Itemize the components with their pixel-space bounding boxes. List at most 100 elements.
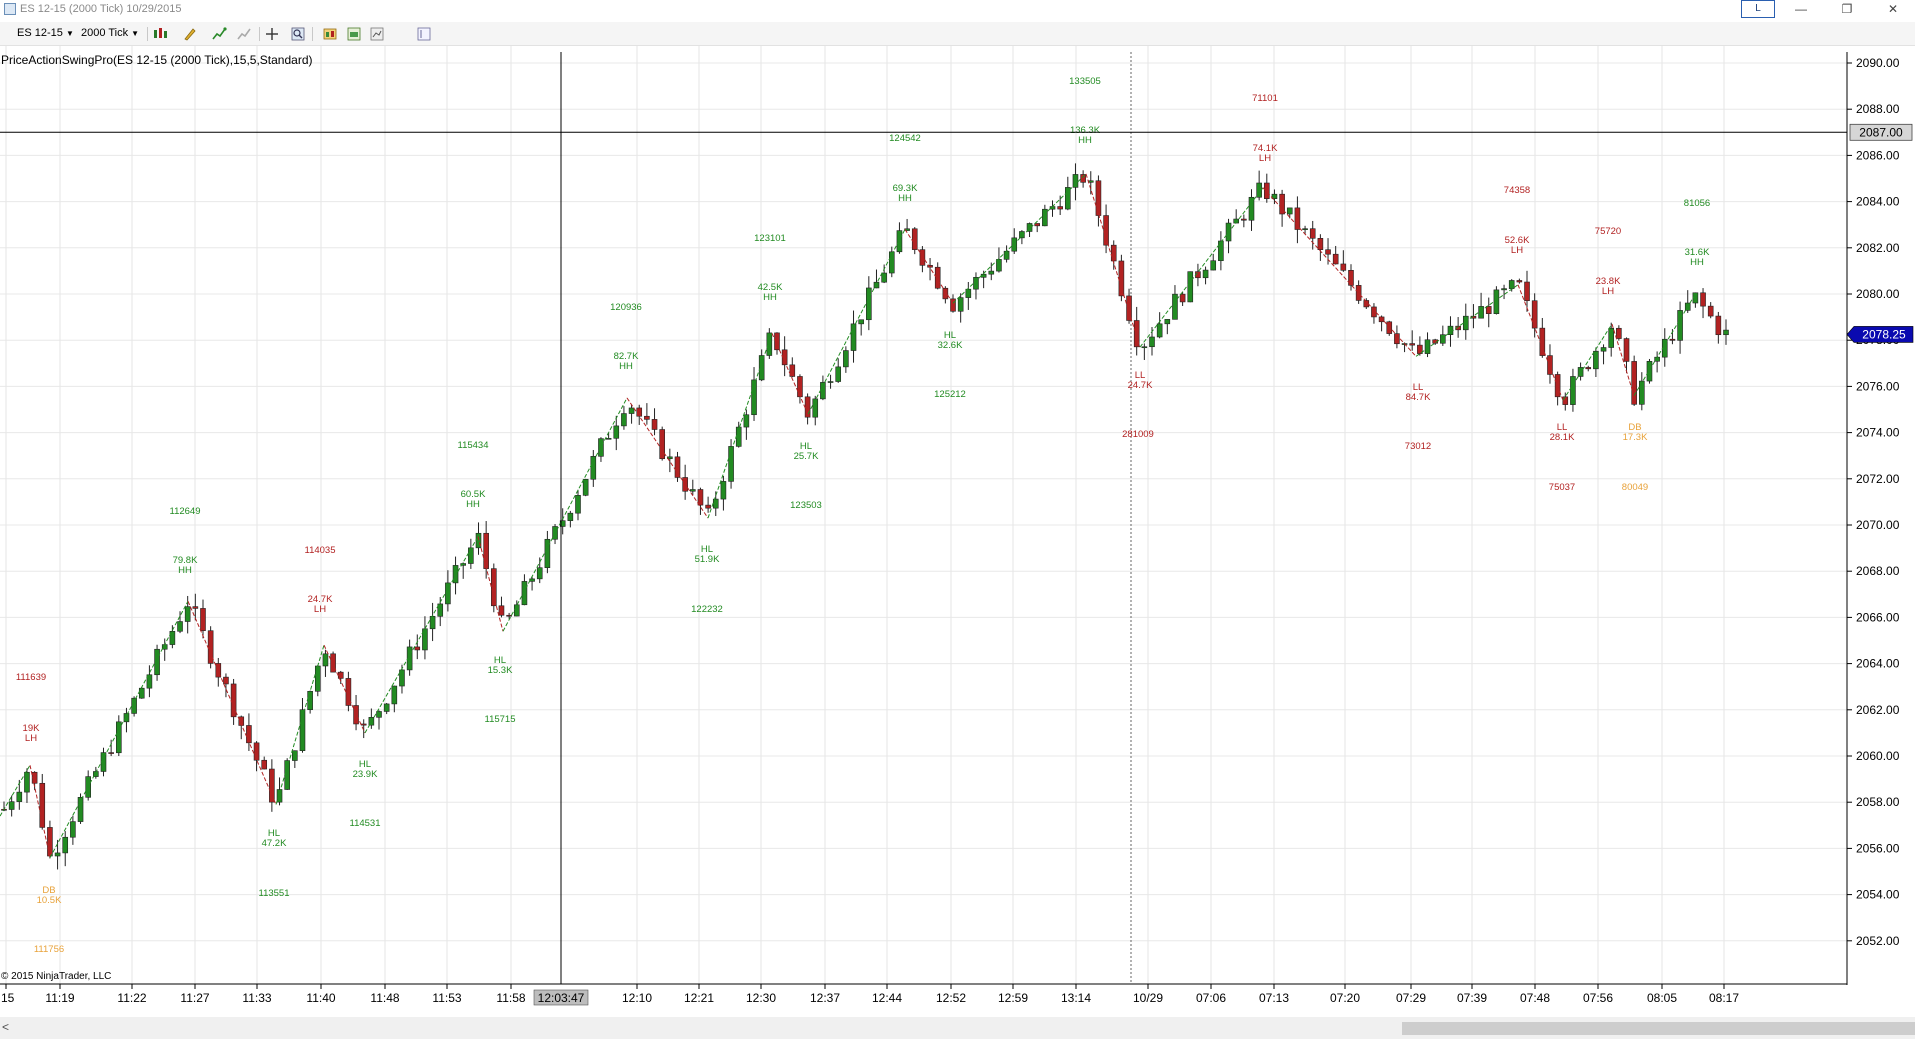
candle-body xyxy=(789,364,796,377)
candle-body xyxy=(1562,396,1569,405)
candle-body xyxy=(31,771,38,784)
swing-label: 23.8K xyxy=(1596,276,1621,287)
candle-body xyxy=(1325,249,1331,255)
strategies-icon[interactable] xyxy=(236,26,252,42)
candle-body xyxy=(62,836,69,854)
candle-body xyxy=(781,349,788,366)
time-tick-label: 11:53 xyxy=(432,991,461,1005)
candle-body xyxy=(1057,206,1063,210)
window-list-icon[interactable] xyxy=(416,26,432,42)
chart-trader-icon[interactable] xyxy=(322,26,338,42)
candle-body xyxy=(582,478,589,496)
candle-body xyxy=(774,332,780,351)
data-box-icon[interactable] xyxy=(346,26,362,42)
swing-segment xyxy=(1085,173,1141,348)
swing-label: 52.6K xyxy=(1505,235,1530,246)
time-tick-label: 11:27 xyxy=(180,991,209,1005)
swing-label: 32.6K xyxy=(938,340,963,351)
restore-button[interactable]: ❐ xyxy=(1841,2,1853,16)
period-selector[interactable]: 2000 Tick ▼ xyxy=(81,27,139,39)
candle-body xyxy=(1179,293,1186,303)
swing-label: LL xyxy=(1413,382,1424,393)
link-button[interactable]: L xyxy=(1741,0,1775,18)
swing-label: HL xyxy=(268,828,280,839)
drawing-pencil-icon[interactable] xyxy=(182,26,198,42)
time-tick-label: 08:05 xyxy=(1647,991,1677,1005)
horizontal-scrollbar[interactable]: < xyxy=(0,1017,1915,1039)
swing-label: 114035 xyxy=(305,545,336,556)
crosshair-icon[interactable] xyxy=(264,26,280,42)
candle-body xyxy=(460,563,467,566)
candle-body xyxy=(1302,228,1308,230)
candle-body xyxy=(230,683,237,718)
swing-segment xyxy=(1562,323,1613,401)
candle-body xyxy=(1547,355,1553,375)
swing-label: LL xyxy=(1135,370,1146,381)
candle-body xyxy=(1355,285,1362,301)
swing-segment xyxy=(1611,323,1635,396)
candle-body xyxy=(452,565,459,584)
swing-label: 115715 xyxy=(485,714,516,725)
candle-body xyxy=(1187,271,1194,303)
candle-body xyxy=(766,332,773,356)
time-tick-label: 08:17 xyxy=(1709,991,1739,1005)
candle-body xyxy=(1531,300,1538,329)
price-tick-label: 2090.00 xyxy=(1856,56,1900,70)
swing-label: 125212 xyxy=(934,389,966,400)
candle-body xyxy=(536,567,543,580)
properties-icon[interactable] xyxy=(369,26,385,42)
swing-label: 24.7K xyxy=(308,594,333,605)
minimize-button[interactable]: — xyxy=(1795,2,1807,16)
swing-label: 28.1K xyxy=(1550,432,1575,443)
candle-body xyxy=(1271,193,1278,199)
price-tick-label: 2084.00 xyxy=(1856,195,1900,209)
scroll-left-arrow-icon[interactable]: < xyxy=(2,1020,10,1034)
candle-body xyxy=(521,581,528,606)
candle-body xyxy=(70,821,76,838)
swing-label: HH xyxy=(619,361,633,372)
candle-body xyxy=(544,538,551,568)
candle-body xyxy=(605,437,612,440)
candle-body xyxy=(391,685,398,705)
candle-body xyxy=(1019,231,1025,239)
candle-body xyxy=(223,676,229,685)
candle-body xyxy=(123,713,130,723)
swing-label: LH xyxy=(314,604,326,615)
candle-body xyxy=(919,249,926,266)
chart-toolbar: ES 12-15 ▼ 2000 Tick ▼ xyxy=(0,22,1915,46)
candle-body xyxy=(360,723,367,726)
swing-label: 81056 xyxy=(1684,198,1710,209)
candle-body xyxy=(911,228,918,250)
candle-body xyxy=(506,614,512,617)
price-tick-label: 2054.00 xyxy=(1856,888,1900,902)
indicators-icon[interactable] xyxy=(211,26,227,42)
candle-body xyxy=(307,690,313,711)
swing-label: 123101 xyxy=(754,233,786,244)
candle-body xyxy=(8,801,15,810)
candle-body xyxy=(253,742,260,761)
candle-body xyxy=(873,281,880,289)
time-tick-label: 07:39 xyxy=(1457,991,1487,1005)
instrument-selector[interactable]: ES 12-15 ▼ xyxy=(17,27,74,39)
scrollbar-thumb[interactable] xyxy=(1402,1022,1915,1035)
zoom-icon[interactable] xyxy=(290,26,306,42)
candle-body xyxy=(888,251,895,274)
bar-type-icon[interactable] xyxy=(152,26,168,42)
time-tick-label: 07:06 xyxy=(1196,991,1226,1005)
crosshair-price-label: 2087.00 xyxy=(1859,125,1903,139)
candle-body xyxy=(16,791,23,802)
chart-grid xyxy=(0,46,1847,984)
swing-label: HL xyxy=(701,544,713,555)
candle-body xyxy=(843,350,849,368)
time-tick-label: 07:29 xyxy=(1396,991,1426,1005)
candle-body xyxy=(1202,269,1209,279)
candle-body xyxy=(1478,306,1484,319)
candle-body xyxy=(628,407,635,414)
candle-body xyxy=(1248,196,1255,221)
candle-body xyxy=(858,319,864,325)
close-button[interactable]: ✕ xyxy=(1887,2,1899,16)
swing-segment xyxy=(275,644,325,805)
swing-label: DB xyxy=(42,885,55,896)
candle-body xyxy=(1707,305,1714,317)
